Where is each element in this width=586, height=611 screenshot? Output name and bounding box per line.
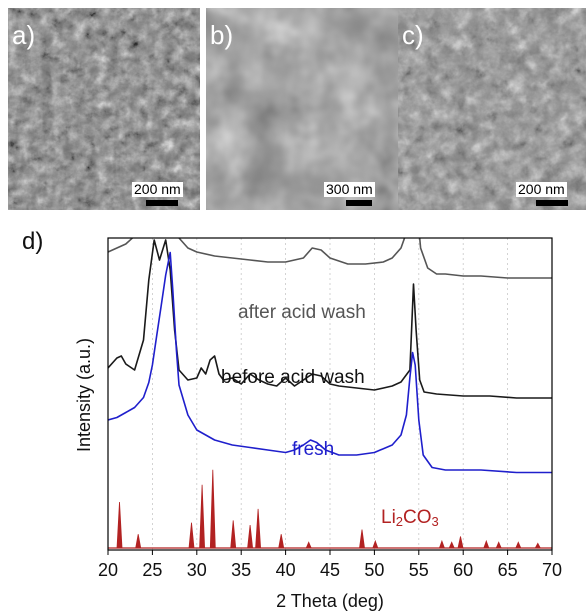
series-layer <box>108 238 552 549</box>
panel-label-a: a) <box>12 20 36 50</box>
li2co3-peak <box>209 469 216 549</box>
x-tick-label: 35 <box>231 560 251 580</box>
scale-bar-b <box>346 200 372 206</box>
panel-label-d: d) <box>22 228 44 255</box>
x-tick-label: 50 <box>364 560 384 580</box>
sem-texture-a <box>8 8 200 210</box>
li2co3-peak <box>135 534 142 549</box>
li2co3-peak <box>305 541 312 549</box>
li2co3-peak <box>534 542 541 549</box>
x-tick-label: 40 <box>276 560 296 580</box>
series-line-after <box>108 238 552 279</box>
li2co3-peak <box>255 508 262 549</box>
li2co3-peak <box>278 534 285 549</box>
sem-image-b: b) 300 nm <box>206 8 398 210</box>
x-tick-label: 20 <box>98 560 118 580</box>
li2co3-peak <box>515 541 522 549</box>
li2co3-peak <box>230 520 237 549</box>
scale-bar-a <box>146 200 178 206</box>
li2co3-peak <box>199 484 206 549</box>
tick-layer: 20 25 30 35 40 45 50 55 60 65 70 <box>98 550 562 580</box>
li2co3-peak <box>188 522 195 549</box>
series-label-fresh: fresh <box>292 439 334 460</box>
li2co3-peak <box>438 539 445 549</box>
x-tick-label: 65 <box>498 560 518 580</box>
li2co3-sub-3: 3 <box>432 514 439 529</box>
sem-texture-b <box>206 8 398 210</box>
scale-text-b: 300 nm <box>324 181 375 197</box>
series-line-fresh <box>108 251 552 474</box>
series-label-li2co3: Li2CO3 <box>381 507 439 529</box>
y-axis-label: Intensity (a.u.) <box>74 338 94 452</box>
panel-label-c: c) <box>402 20 424 50</box>
li2co3-peak <box>247 524 254 549</box>
series-label-after-acid-wash: after acid wash <box>238 302 366 323</box>
grid-layer <box>151 238 509 550</box>
li2co3-peak <box>483 539 490 549</box>
x-tick-label: 25 <box>142 560 162 580</box>
series-line-before <box>108 239 552 399</box>
sem-image-c: c) 200 nm <box>398 8 586 210</box>
li2co3-sub-2: 2 <box>396 514 403 529</box>
li2co3-co: CO <box>403 507 432 528</box>
x-tick-label: 70 <box>542 560 562 580</box>
sem-texture-c <box>398 8 586 210</box>
scale-bar-c <box>536 200 568 206</box>
x-tick-label: 30 <box>187 560 207 580</box>
li2co3-peak <box>372 539 379 549</box>
li2co3-peak <box>495 541 502 549</box>
x-tick-label: 55 <box>409 560 429 580</box>
li2co3-peak <box>457 536 464 549</box>
series-label-before-acid-wash: before acid wash <box>221 367 365 388</box>
li2co3-peak <box>448 541 455 549</box>
scale-text-a: 200 nm <box>132 181 183 197</box>
li2co3-peak <box>116 501 123 549</box>
scale-text-c: 200 nm <box>516 181 567 197</box>
x-axis-label: 2 Theta (deg) <box>276 591 384 611</box>
x-tick-label: 45 <box>320 560 340 580</box>
li2co3-peak <box>359 529 365 549</box>
panel-label-b: b) <box>210 20 234 50</box>
sem-image-a: a) 200 nm <box>8 8 200 210</box>
x-tick-label: 60 <box>453 560 473 580</box>
li2co3-li: Li <box>381 507 396 528</box>
